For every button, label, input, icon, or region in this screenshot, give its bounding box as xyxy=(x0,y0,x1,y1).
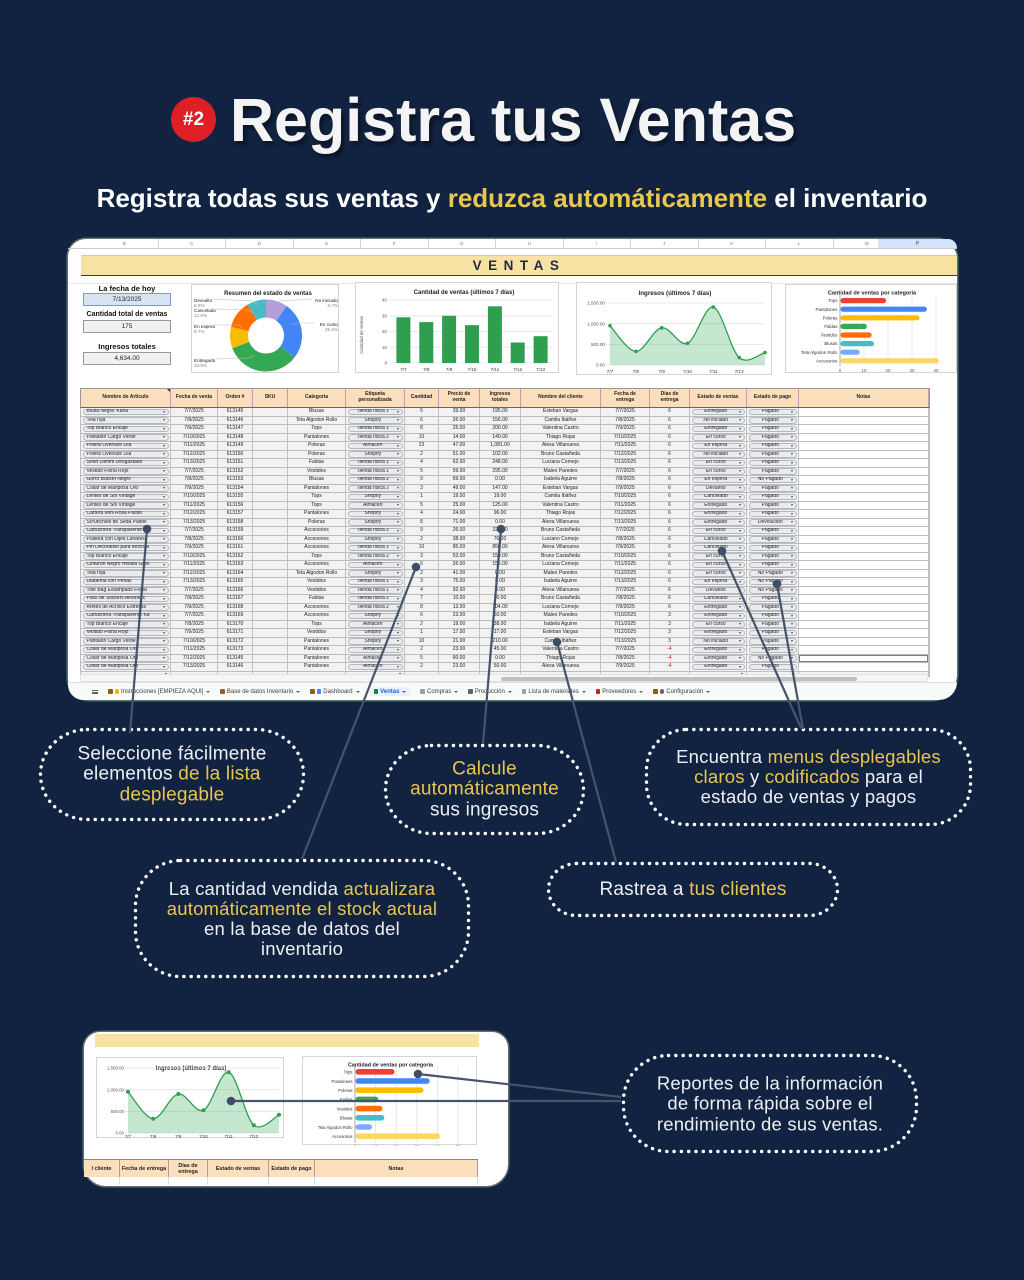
svg-text:7/8: 7/8 xyxy=(150,1134,157,1139)
svg-text:Entregado: Entregado xyxy=(194,358,216,363)
svg-text:No iniciado: No iniciado xyxy=(315,298,338,303)
svg-text:7/9: 7/9 xyxy=(175,1134,182,1139)
svg-text:7/11: 7/11 xyxy=(225,1134,234,1139)
svg-text:7/12: 7/12 xyxy=(250,1134,259,1139)
svg-text:Cantidad de ventas por categor: Cantidad de ventas por categoría xyxy=(348,1062,434,1068)
svg-text:20: 20 xyxy=(382,329,388,334)
svg-text:0.00: 0.00 xyxy=(596,363,605,368)
svg-text:30: 30 xyxy=(414,1145,419,1146)
svg-text:7/12: 7/12 xyxy=(513,367,522,372)
svg-text:Blusas: Blusas xyxy=(340,1116,353,1121)
svg-text:33.8%: 33.8% xyxy=(194,363,207,368)
svg-text:7/7: 7/7 xyxy=(125,1134,132,1139)
svg-text:En curso: En curso xyxy=(320,322,339,327)
svg-text:50: 50 xyxy=(456,1145,461,1146)
svg-text:20: 20 xyxy=(886,368,891,373)
svg-text:Cancelado: Cancelado xyxy=(194,308,216,313)
svg-text:Tops: Tops xyxy=(344,1070,353,1075)
svg-text:1,500.00: 1,500.00 xyxy=(587,301,605,306)
svg-text:0: 0 xyxy=(839,368,842,373)
svg-text:30: 30 xyxy=(382,313,388,318)
svg-text:7/11: 7/11 xyxy=(491,367,500,372)
svg-text:1,000.00: 1,000.00 xyxy=(107,1087,125,1092)
svg-text:Pantalones: Pantalones xyxy=(816,307,839,312)
svg-text:Ingresos (últimos 7 días): Ingresos (últimos 7 días) xyxy=(639,290,712,297)
svg-text:Tela Algodon Rollo: Tela Algodon Rollo xyxy=(318,1125,353,1130)
svg-text:7/10: 7/10 xyxy=(199,1134,208,1139)
svg-text:7/9: 7/9 xyxy=(659,369,666,374)
svg-text:500.00: 500.00 xyxy=(591,342,605,347)
svg-text:7/7: 7/7 xyxy=(400,367,407,372)
svg-text:10: 10 xyxy=(862,368,867,373)
svg-text:Pantalones: Pantalones xyxy=(332,1079,353,1084)
svg-text:40: 40 xyxy=(934,368,939,373)
svg-text:Accesorios: Accesorios xyxy=(816,358,838,363)
svg-text:Poleras: Poleras xyxy=(823,315,839,320)
svg-text:7/7: 7/7 xyxy=(607,369,614,374)
svg-text:8.6%: 8.6% xyxy=(194,303,204,308)
svg-text:Devuelto: Devuelto xyxy=(194,298,213,303)
svg-text:7/12: 7/12 xyxy=(735,369,744,374)
svg-text:7/8: 7/8 xyxy=(633,369,640,374)
svg-text:0: 0 xyxy=(384,361,387,366)
svg-text:1,500.00: 1,500.00 xyxy=(107,1066,125,1071)
svg-text:Faldas: Faldas xyxy=(824,324,838,329)
svg-text:9.7%: 9.7% xyxy=(328,303,338,308)
svg-text:10: 10 xyxy=(382,345,388,350)
svg-text:7/10: 7/10 xyxy=(683,369,692,374)
svg-text:Accesorios: Accesorios xyxy=(332,1134,352,1139)
svg-text:9.7%: 9.7% xyxy=(194,329,204,334)
svg-text:Vestidos: Vestidos xyxy=(337,1106,353,1111)
svg-text:10: 10 xyxy=(373,1145,378,1146)
svg-text:En espera: En espera xyxy=(194,324,215,329)
svg-text:Cantidad de ventas (últimos 7: Cantidad de ventas (últimos 7 días) xyxy=(414,290,515,296)
svg-text:500.00: 500.00 xyxy=(111,1109,125,1114)
svg-text:7/13: 7/13 xyxy=(536,367,545,372)
svg-text:Cantidad de ventas por categor: Cantidad de ventas por categoría xyxy=(828,291,917,297)
svg-text:Faldas: Faldas xyxy=(340,1097,353,1102)
svg-text:25.6%: 25.6% xyxy=(325,327,338,332)
svg-text:0.00: 0.00 xyxy=(115,1131,124,1136)
svg-text:12.6%: 12.6% xyxy=(194,313,207,318)
svg-text:7/8: 7/8 xyxy=(423,367,430,372)
svg-text:Blusas: Blusas xyxy=(824,341,838,346)
svg-text:Ingresos (últimos 7 días): Ingresos (últimos 7 días) xyxy=(156,1066,227,1072)
svg-text:7/9: 7/9 xyxy=(446,367,453,372)
svg-text:Tela Algodon Rollo: Tela Algodon Rollo xyxy=(801,350,838,355)
svg-text:7/10: 7/10 xyxy=(468,367,477,372)
svg-text:40: 40 xyxy=(435,1145,440,1146)
svg-text:Poleras: Poleras xyxy=(338,1088,352,1093)
svg-text:30: 30 xyxy=(910,368,915,373)
svg-text:20: 20 xyxy=(394,1145,399,1146)
svg-text:Vestidos: Vestidos xyxy=(821,333,838,338)
svg-text:7/11: 7/11 xyxy=(709,369,718,374)
svg-text:Tops: Tops xyxy=(828,298,838,303)
svg-text:40: 40 xyxy=(382,298,388,303)
svg-text:Resumen del estado de ventas: Resumen del estado de ventas xyxy=(224,291,312,297)
svg-text:1,000.00: 1,000.00 xyxy=(587,321,605,326)
svg-text:Cantidad de ventas: Cantidad de ventas xyxy=(359,315,364,354)
svg-text:0: 0 xyxy=(354,1145,357,1146)
